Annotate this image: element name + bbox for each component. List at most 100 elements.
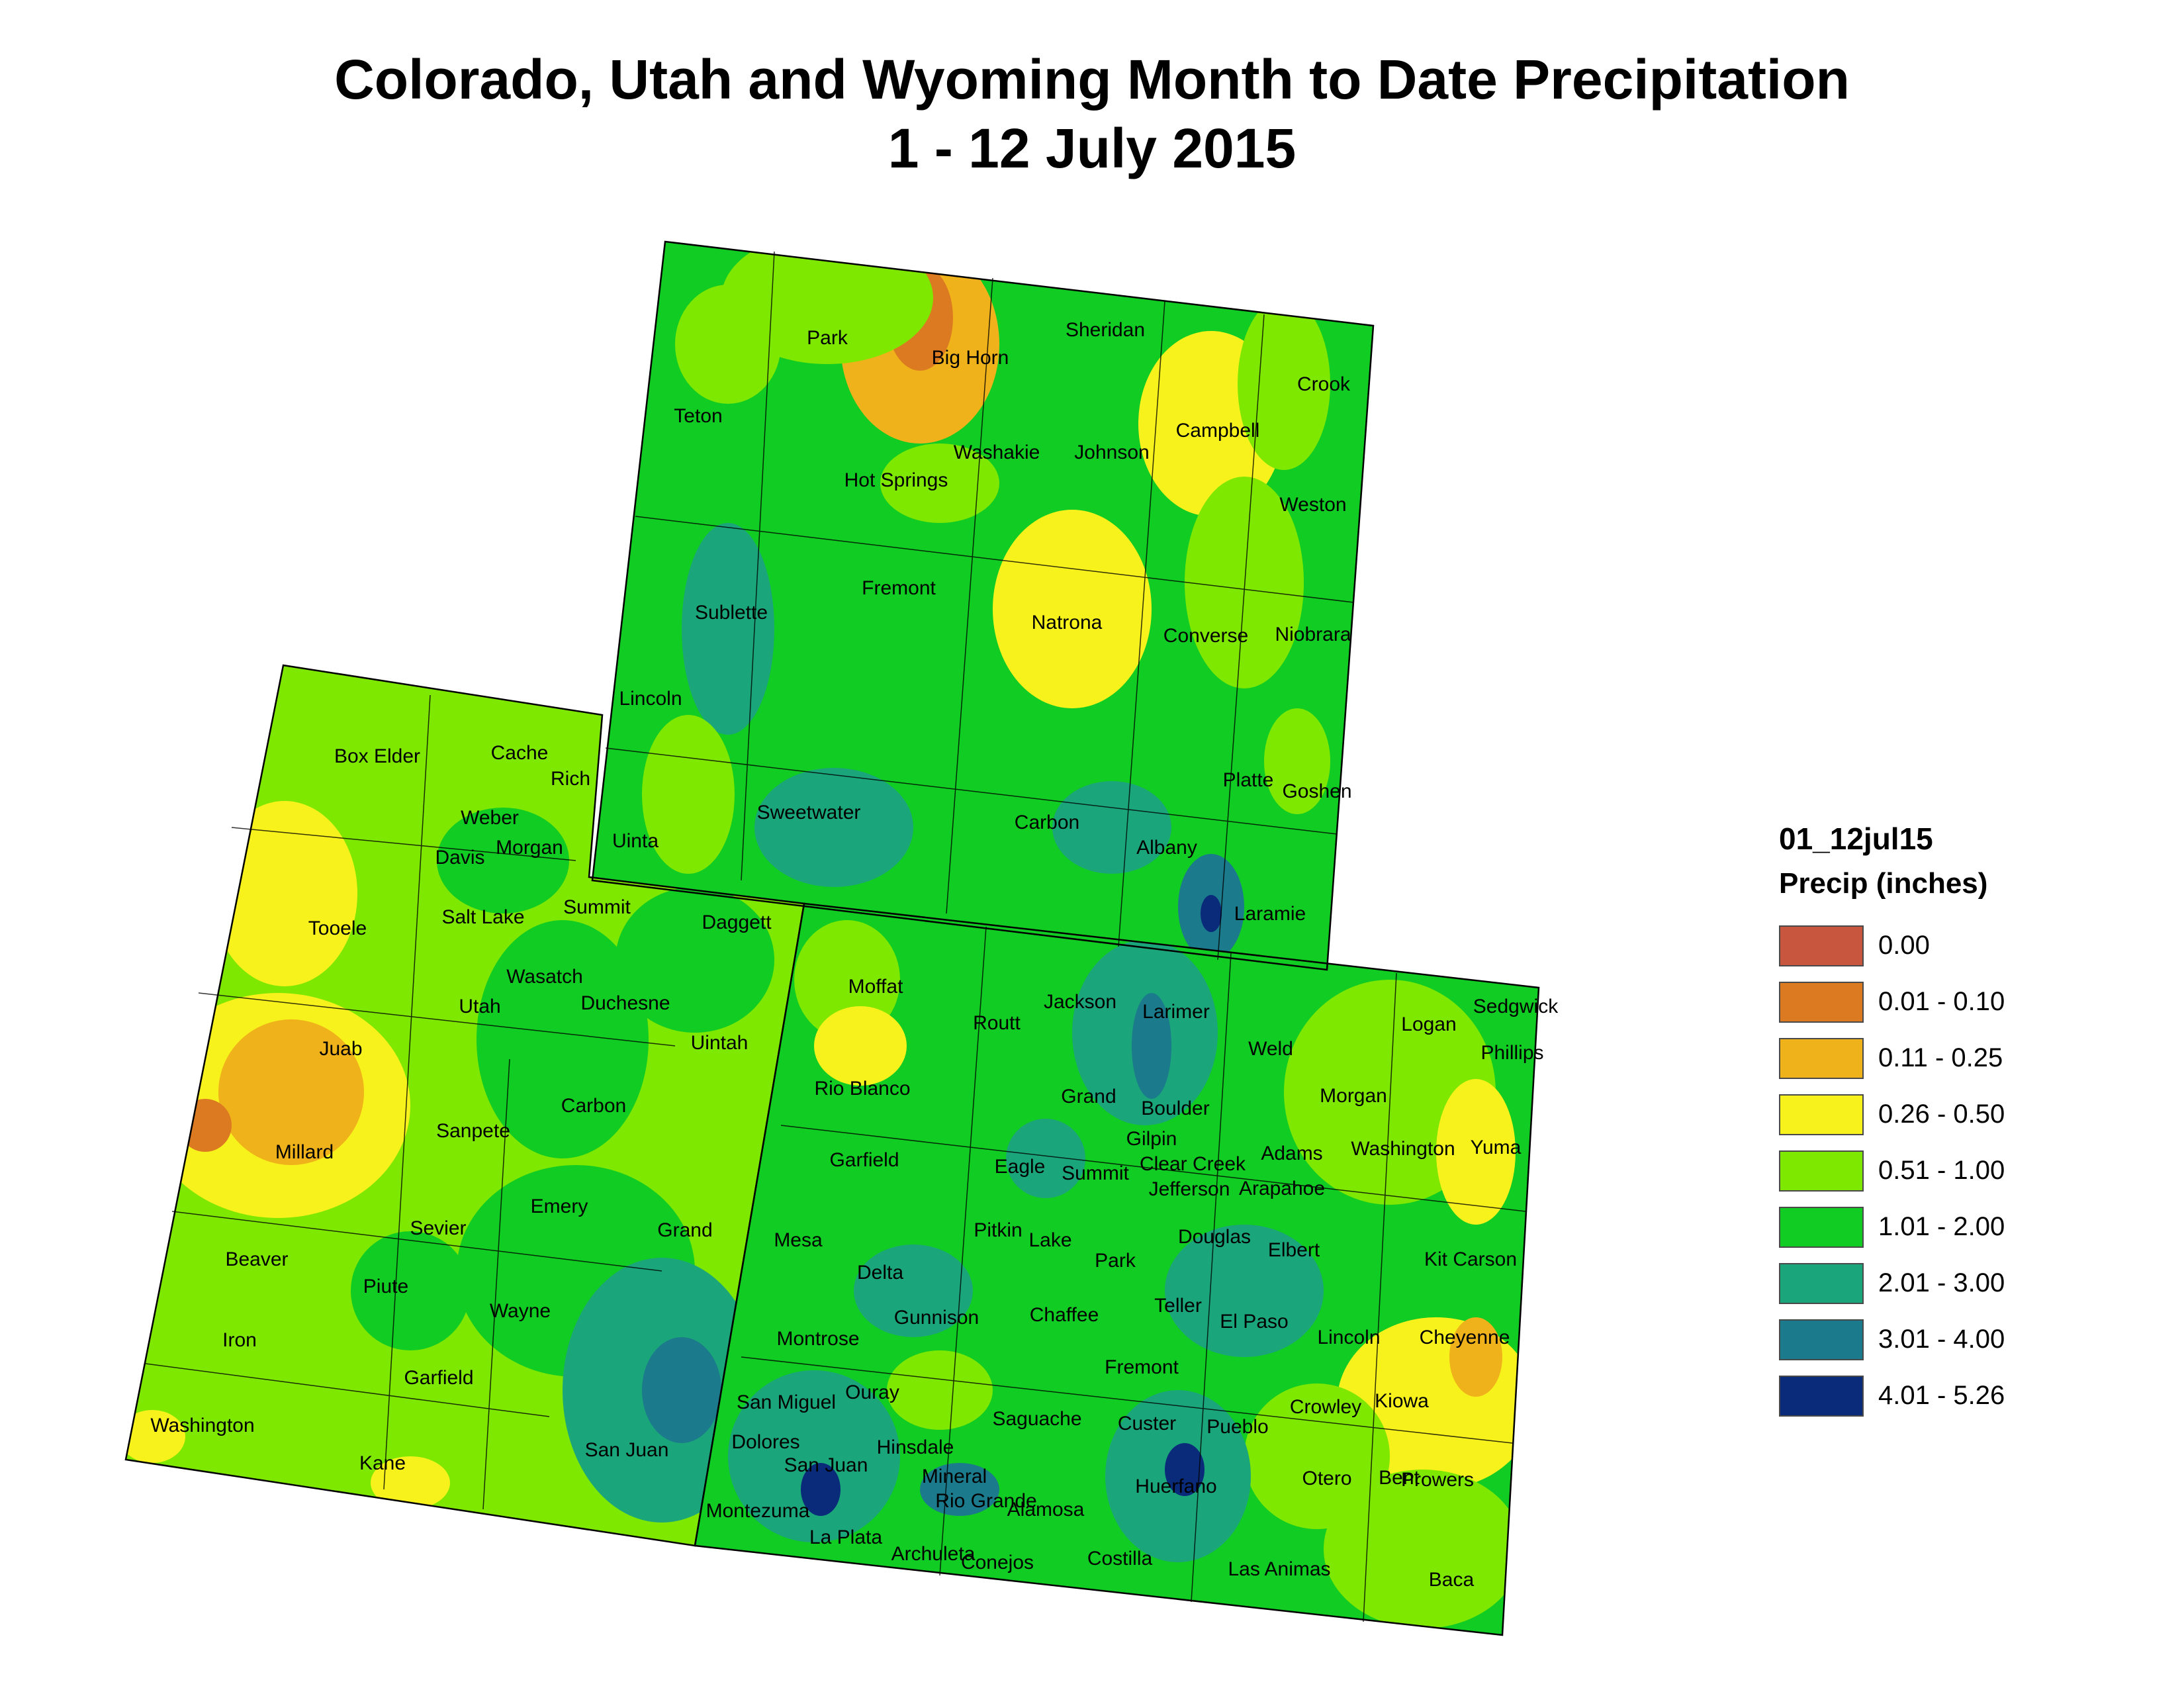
county-label: Cheyenne [1420, 1327, 1510, 1348]
legend-item: 0.26 - 0.50 [1779, 1086, 2150, 1143]
county-label: Moffat [848, 976, 903, 998]
county-labels: Park Big Horn Sheridan Crook Teton Washakie Jo… [150, 319, 1559, 1591]
legend-swatch [1779, 1094, 1864, 1135]
county-label: Campbell [1176, 420, 1260, 442]
county-label: Tooele [308, 917, 367, 939]
wyoming-state [592, 242, 1373, 970]
county-label: Bent [1379, 1467, 1420, 1489]
county-label: Rio Grande [935, 1490, 1036, 1512]
legend-item: 1.01 - 2.00 [1779, 1199, 2150, 1255]
county-label: Boulder [1141, 1098, 1209, 1119]
county-label: Huerfano [1135, 1476, 1216, 1497]
county-label: Jackson [1044, 991, 1116, 1013]
county-label: Kane [359, 1452, 406, 1474]
county-label: Custer [1118, 1413, 1176, 1434]
county-label: Sanpete [436, 1120, 510, 1142]
county-label: Teller [1154, 1295, 1202, 1317]
legend-item: 4.01 - 5.26 [1779, 1368, 2150, 1424]
county-label: Garfield [404, 1367, 473, 1389]
county-label: Douglas [1178, 1226, 1251, 1248]
county-label: Garfield [829, 1149, 899, 1171]
county-label: Carbon [561, 1095, 626, 1117]
map-title: Colorado, Utah and Wyoming Month to Date… [334, 48, 1850, 111]
legend-label: 4.01 - 5.26 [1878, 1381, 2005, 1410]
county-label: Utah [459, 996, 500, 1017]
county-label: Jefferson [1149, 1178, 1230, 1200]
legend-label: 0.00 [1878, 931, 1930, 960]
county-label: San Juan [784, 1454, 868, 1476]
county-label: Uintah [691, 1032, 749, 1054]
county-label: Natrona [1032, 612, 1103, 633]
county-label: Dolores [731, 1431, 799, 1453]
county-label: Morgan [1320, 1085, 1387, 1107]
county-label: Converse [1163, 625, 1248, 647]
county-label: Montrose [776, 1328, 859, 1350]
county-label: Uinta [612, 830, 659, 852]
county-label: Logan [1401, 1013, 1456, 1035]
county-label: Emery [531, 1196, 588, 1217]
county-label: Summit [1062, 1162, 1129, 1184]
county-label: Big Horn [932, 347, 1009, 369]
legend-label: 2.01 - 3.00 [1878, 1268, 2005, 1297]
county-label: Hot Springs [844, 469, 948, 491]
county-label: Arapahoe [1239, 1178, 1325, 1199]
legend-label: 0.01 - 0.10 [1878, 987, 2005, 1016]
county-label: Routt [973, 1012, 1021, 1034]
map-subtitle: 1 - 12 July 2015 [887, 117, 1297, 179]
county-label: Juab [319, 1038, 362, 1060]
county-label: Gilpin [1126, 1128, 1177, 1150]
legend-swatch [1779, 1375, 1864, 1417]
county-label: Gunnison [894, 1307, 979, 1329]
legend-label: 0.11 - 0.25 [1878, 1043, 2003, 1072]
county-label: Sweetwater [757, 802, 861, 823]
legend-swatch [1779, 925, 1864, 966]
county-label: Albany [1136, 837, 1197, 859]
county-label: Iron [222, 1329, 257, 1351]
county-label: Park [807, 327, 848, 349]
county-label: Crook [1297, 373, 1351, 395]
county-label: Pitkin [974, 1219, 1022, 1241]
county-label: Duchesne [580, 992, 670, 1014]
county-label: Weber [461, 807, 519, 829]
county-label: Daggett [702, 912, 772, 933]
county-label: Grand [657, 1219, 712, 1241]
county-label: Sevier [410, 1217, 466, 1239]
county-label: Larimer [1142, 1001, 1210, 1023]
county-label: Beaver [225, 1248, 288, 1270]
county-label: Wayne [490, 1300, 551, 1322]
county-label: San Juan [585, 1439, 669, 1461]
county-label: Johnson [1074, 442, 1149, 463]
county-label: Salt Lake [441, 906, 524, 928]
county-boundaries [145, 251, 1526, 1622]
county-label: Rich [551, 768, 590, 790]
county-label: Prowers [1401, 1469, 1474, 1491]
legend-label: 1.01 - 2.00 [1878, 1212, 2005, 1241]
legend-label: 3.01 - 4.00 [1878, 1325, 2005, 1354]
state-boundaries [124, 240, 1540, 1636]
county-label: Conejos [961, 1552, 1034, 1573]
county-label: Niobrara [1275, 624, 1351, 645]
county-label: Mesa [774, 1229, 823, 1251]
county-label: Grand [1061, 1086, 1116, 1107]
legend-item: 0.11 - 0.25 [1779, 1030, 2150, 1086]
legend-item: 2.01 - 3.00 [1779, 1255, 2150, 1311]
county-label: Montezuma [706, 1500, 810, 1522]
county-label: Eagle [995, 1156, 1046, 1178]
legend-label: 0.51 - 1.00 [1878, 1156, 2005, 1185]
county-label: Archuleta [891, 1543, 976, 1565]
county-label: Alamosa [1007, 1499, 1085, 1521]
county-label: San Miguel [737, 1391, 836, 1413]
county-label: Elbert [1268, 1239, 1320, 1261]
county-label: Mineral [922, 1466, 987, 1487]
legend-swatch [1779, 1319, 1864, 1360]
legend-layer-name: 01_12jul15 [1779, 821, 1933, 856]
county-label: Cache [491, 742, 549, 764]
county-label: Rio Blanco [814, 1078, 910, 1100]
county-label: Box Elder [334, 745, 420, 767]
county-label: Chaffee [1030, 1304, 1099, 1326]
county-label: Crowley [1290, 1396, 1361, 1418]
county-label: Millard [275, 1141, 334, 1163]
county-label: Sedgwick [1473, 996, 1559, 1017]
county-label: Lincoln [619, 688, 682, 710]
